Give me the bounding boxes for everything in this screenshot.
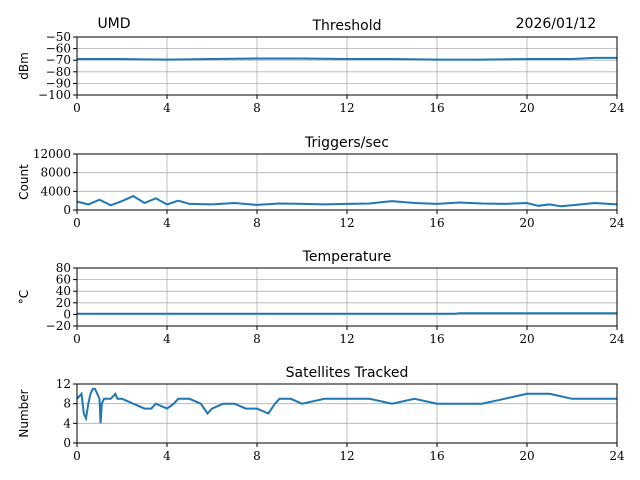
x-tick-label: 4 xyxy=(163,216,171,230)
y-tick-label: −90 xyxy=(46,76,71,90)
x-tick-label: 0 xyxy=(73,101,81,115)
y-axis-label: Count xyxy=(17,164,31,200)
y-tick-label: 8000 xyxy=(40,166,71,180)
y-tick-label: 20 xyxy=(56,296,71,310)
station-label: UMD xyxy=(97,16,130,32)
x-tick-label: 12 xyxy=(339,449,354,463)
y-tick-label: −50 xyxy=(46,30,71,44)
y-tick-label: 12 xyxy=(56,377,71,391)
subplot-3: Satellites Tracked Number 0 4 8 12 16 20 24 0 4 8 12 xyxy=(17,365,625,463)
axes-frame xyxy=(76,36,618,96)
data-line-temperature xyxy=(77,312,617,315)
y-tick-label: −100 xyxy=(38,88,71,102)
y-tick-label: 0 xyxy=(63,307,71,321)
x-tick-label: 24 xyxy=(609,101,625,115)
x-tick-label: 24 xyxy=(609,216,625,230)
y-tick-label: 80 xyxy=(56,261,71,275)
data-line-threshold xyxy=(77,56,617,61)
date-label: 2026/01/12 xyxy=(516,16,597,32)
y-tick-label: 12000 xyxy=(33,147,71,161)
x-tick-label: 0 xyxy=(73,449,81,463)
x-tick-label: 12 xyxy=(339,101,354,115)
subplot-1: Triggers/sec Count 0 4 8 12 16 20 24 0 4000 8000 120… xyxy=(17,135,625,230)
y-tick-label: 0 xyxy=(63,436,71,450)
y-axis-label: dBm xyxy=(17,52,31,80)
x-tick-label: 0 xyxy=(73,216,81,230)
x-tick-label: 16 xyxy=(429,216,444,230)
y-axis-label: °C xyxy=(17,290,31,304)
x-tick-label: 16 xyxy=(429,101,444,115)
axes-frame xyxy=(76,153,618,211)
x-tick-label: 8 xyxy=(253,332,261,346)
y-tick-label: 4 xyxy=(63,416,71,430)
subplot-0: Threshold dBm 0 4 8 12 16 20 24 −100−90−80−70−60−… xyxy=(17,18,625,115)
axes-frame xyxy=(76,383,618,444)
x-tick-label: 4 xyxy=(163,332,171,346)
y-tick-label: 0 xyxy=(63,203,71,217)
y-tick-label: −60 xyxy=(46,42,71,56)
x-tick-label: 20 xyxy=(519,101,534,115)
x-tick-label: 0 xyxy=(73,332,81,346)
axes-frame xyxy=(76,267,618,327)
subplot-title: Temperature xyxy=(302,249,392,265)
y-tick-label: −70 xyxy=(46,53,71,67)
y-tick-label: 4000 xyxy=(40,184,71,198)
subplot-title: Satellites Tracked xyxy=(286,365,409,381)
x-tick-label: 20 xyxy=(519,216,534,230)
y-tick-label: −80 xyxy=(46,65,71,79)
data-line-triggers-sec xyxy=(76,194,618,208)
y-tick-label: −20 xyxy=(46,319,71,333)
y-tick-label: 8 xyxy=(63,397,71,411)
data-line-satellites-tracked xyxy=(76,387,617,424)
x-tick-label: 4 xyxy=(163,449,171,463)
x-tick-label: 24 xyxy=(609,332,625,346)
x-tick-label: 16 xyxy=(429,449,444,463)
x-tick-label: 20 xyxy=(519,332,534,346)
x-tick-label: 16 xyxy=(429,332,444,346)
subplot-title: Triggers/sec xyxy=(304,135,389,151)
x-tick-label: 24 xyxy=(609,449,625,463)
x-tick-label: 8 xyxy=(253,101,261,115)
x-tick-label: 12 xyxy=(339,332,354,346)
x-tick-label: 4 xyxy=(163,101,171,115)
y-axis-label: Number xyxy=(17,389,31,437)
x-tick-label: 12 xyxy=(339,216,354,230)
y-tick-label: 60 xyxy=(56,273,71,287)
x-tick-label: 8 xyxy=(253,449,261,463)
x-tick-label: 20 xyxy=(519,449,534,463)
x-tick-label: 8 xyxy=(253,216,261,230)
y-tick-label: 40 xyxy=(56,284,71,298)
subplot-title: Threshold xyxy=(312,18,382,34)
